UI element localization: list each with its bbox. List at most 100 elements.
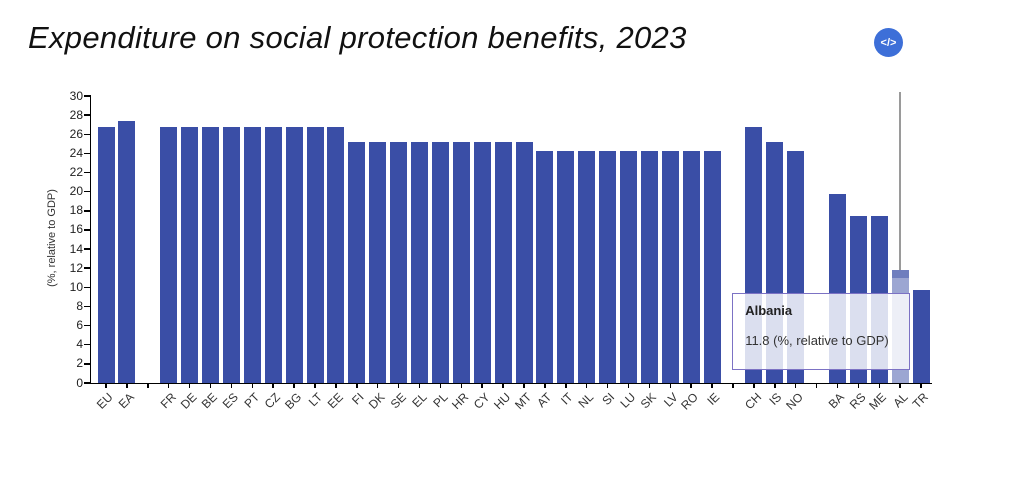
- x-axis-label-text: PL: [430, 390, 451, 411]
- y-axis-tick-label: 22: [69, 165, 83, 180]
- y-axis-tick: [84, 210, 91, 212]
- x-axis-label-text: LU: [617, 390, 639, 411]
- x-axis-label-text: RS: [846, 390, 869, 412]
- y-axis-tick: [84, 343, 91, 346]
- x-axis-tick: [105, 383, 107, 388]
- y-axis-tick: [84, 324, 91, 327]
- y-axis-tick: [84, 305, 91, 308]
- x-axis-tick: [523, 383, 525, 388]
- bar-cz[interactable]: [264, 126, 282, 383]
- x-axis-tick: [335, 383, 337, 388]
- y-axis-tick-label: 30: [69, 88, 83, 103]
- x-axis-tick: [376, 383, 379, 388]
- x-axis-label-text: DK: [365, 390, 388, 412]
- x-axis-label-text: LT: [305, 390, 325, 410]
- x-axis-label-text: CZ: [261, 390, 284, 412]
- x-axis-label-text: RO: [678, 390, 702, 413]
- tooltip-country-name: Albania: [745, 303, 793, 318]
- x-axis-label-text: FR: [157, 390, 179, 412]
- x-axis-label-text: EU: [94, 390, 116, 412]
- x-axis-label-text: HR: [449, 390, 472, 413]
- tooltip: Albania 11.8 (%, relative to GDP): [732, 293, 911, 370]
- x-axis-tick: [815, 383, 818, 388]
- bar-lu[interactable]: [620, 150, 637, 383]
- y-axis-tick-label: 18: [69, 203, 83, 218]
- bar-dk[interactable]: [369, 141, 387, 383]
- y-axis-tick-label: 6: [76, 318, 83, 333]
- x-axis-tick: [794, 383, 797, 388]
- x-axis-label-text: SK: [638, 390, 660, 412]
- y-axis-tick-label: 20: [69, 184, 83, 199]
- bar-it[interactable]: [557, 150, 575, 383]
- x-axis-tick: [544, 383, 546, 388]
- bar-el[interactable]: [411, 141, 428, 383]
- bar-at[interactable]: [536, 150, 554, 383]
- y-axis-tick: [84, 95, 91, 97]
- tooltip-value: 11.8 (%, relative to GDP): [745, 333, 889, 348]
- x-axis-tick: [711, 383, 713, 388]
- bar-sk[interactable]: [640, 150, 658, 383]
- x-axis-tick: [439, 383, 442, 388]
- bar-ro[interactable]: [682, 150, 700, 383]
- x-axis-label-text: SE: [387, 390, 409, 412]
- x-axis-tick: [481, 383, 483, 388]
- x-axis-tick: [857, 383, 860, 388]
- y-axis-tick-label: 8: [76, 298, 83, 313]
- bar-eu[interactable]: [97, 126, 115, 383]
- x-axis-tick: [585, 383, 588, 388]
- y-axis-tick-label: 16: [69, 222, 83, 237]
- x-axis-tick: [920, 383, 922, 388]
- bar-fr[interactable]: [160, 126, 178, 383]
- y-axis-tick: [84, 133, 91, 136]
- x-axis-label-text: HU: [490, 390, 513, 413]
- x-axis-label-text: IT: [558, 390, 576, 408]
- y-axis-tick-label: 0: [76, 375, 83, 390]
- bar-bg[interactable]: [285, 126, 303, 383]
- x-axis-tick: [648, 383, 651, 388]
- bar-pt[interactable]: [243, 126, 261, 383]
- x-axis-label-text: FI: [349, 390, 367, 408]
- bar-mt[interactable]: [515, 141, 533, 383]
- x-axis-tick: [753, 383, 755, 388]
- bar-pl[interactable]: [431, 141, 449, 383]
- bar-cy[interactable]: [473, 141, 491, 383]
- bar-de[interactable]: [181, 126, 199, 383]
- x-axis-label-text: TR: [909, 390, 931, 412]
- bar-ie[interactable]: [703, 150, 721, 383]
- chart-title: Expenditure on social protection benefit…: [28, 20, 687, 55]
- bar-si[interactable]: [599, 150, 617, 383]
- y-axis-tick: [84, 114, 91, 116]
- bar-se[interactable]: [390, 141, 408, 383]
- x-axis-tick: [899, 383, 901, 388]
- bar-hu[interactable]: [494, 141, 512, 383]
- x-axis-tick: [669, 383, 672, 388]
- y-axis-tick: [84, 382, 91, 384]
- embed-code-button[interactable]: </>: [874, 28, 903, 57]
- bar-es[interactable]: [222, 126, 240, 383]
- bar-fi[interactable]: [348, 141, 366, 383]
- x-axis-tick: [126, 383, 128, 388]
- bar-lv[interactable]: [661, 150, 679, 383]
- bar-hr[interactable]: [452, 141, 470, 383]
- x-axis-tick: [836, 383, 839, 388]
- x-axis-tick: [606, 383, 609, 388]
- y-axis-tick: [84, 286, 91, 289]
- x-axis-label-text: CY: [470, 390, 493, 412]
- y-axis-tick: [84, 152, 91, 155]
- y-axis-tick-label: 10: [69, 279, 83, 294]
- bar-lt[interactable]: [306, 126, 324, 383]
- bar-nl[interactable]: [578, 150, 596, 383]
- y-axis-tick-label: 14: [69, 241, 83, 256]
- hover-crosshair-line: [899, 92, 901, 271]
- bar-ea[interactable]: [118, 120, 136, 383]
- y-axis-tick: [84, 267, 91, 269]
- y-axis-tick-label: 26: [69, 126, 83, 141]
- x-axis-label-text: ES: [220, 390, 242, 412]
- x-axis-tick: [690, 383, 692, 388]
- bar-ee[interactable]: [327, 126, 345, 383]
- bar-tr[interactable]: [912, 290, 930, 383]
- x-axis-label-text: IS: [766, 390, 785, 408]
- bar-be[interactable]: [202, 126, 219, 383]
